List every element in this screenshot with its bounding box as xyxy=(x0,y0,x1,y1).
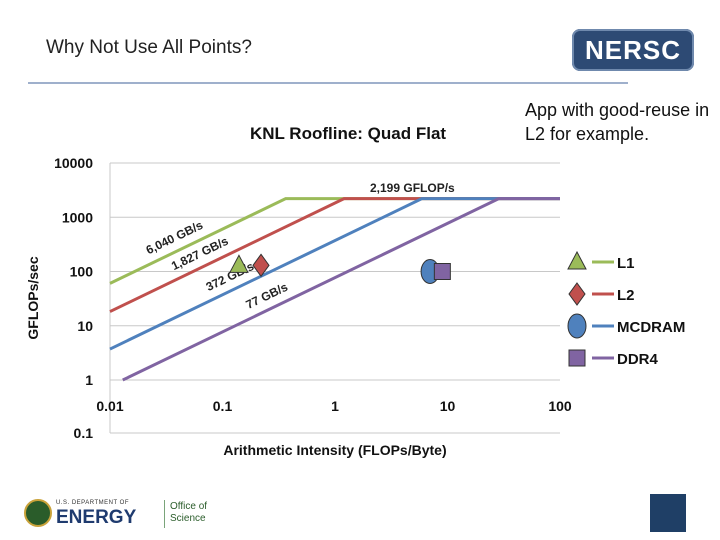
roofline-ddr4 xyxy=(122,197,560,382)
y-tick-label: 0.1 xyxy=(74,425,94,441)
bandwidth-label: 77 GB/s xyxy=(244,280,291,312)
legend-label-l1: L1 xyxy=(617,255,635,272)
x-axis-label: Arithmetic Intensity (FLOPs/Byte) xyxy=(223,442,446,458)
legend-marker-mcdram xyxy=(567,313,587,339)
legend-marker-ddr4 xyxy=(568,349,586,367)
berkeley-lab-logo xyxy=(650,494,686,532)
office-of-science-label: Office of Science xyxy=(170,501,208,524)
callout-text: App with good-reuse in L2 for example. xyxy=(525,100,710,144)
x-tick-label: 0.01 xyxy=(96,398,123,414)
legend-label-mcdram: MCDRAM xyxy=(617,319,685,336)
roofline-l2 xyxy=(109,197,560,313)
data-point-ddr4 xyxy=(433,263,451,280)
roofline-mcdram xyxy=(109,197,560,351)
x-tick-label: 0.1 xyxy=(213,398,233,414)
x-tick-label: 10 xyxy=(440,398,456,414)
doe-energy-logo: U.S. DEPARTMENT OF ENERGY Office of Scie… xyxy=(24,497,207,531)
energy-dept-label: U.S. DEPARTMENT OF xyxy=(56,500,130,506)
peak-label: 2,199 GFLOP/s xyxy=(370,181,455,195)
y-tick-label: 10 xyxy=(77,318,93,334)
legend-marker-l1 xyxy=(567,250,587,270)
nersc-logo: NERSC xyxy=(572,29,694,71)
legend-label-ddr4: DDR4 xyxy=(617,351,658,368)
title-divider xyxy=(28,82,628,84)
x-tick-label: 1 xyxy=(331,398,339,414)
y-axis-label: GFLOPs/sec xyxy=(25,256,41,339)
slide-title: Why Not Use All Points? xyxy=(46,37,252,58)
legend-label-l2: L2 xyxy=(617,287,635,304)
x-tick-label: 100 xyxy=(548,398,572,414)
legend-marker-l2 xyxy=(568,282,586,306)
y-tick-label: 1 xyxy=(85,372,93,388)
logo-separator xyxy=(164,500,165,528)
y-tick-label: 1000 xyxy=(62,209,93,225)
y-tick-label: 10000 xyxy=(54,155,93,171)
doe-seal-icon xyxy=(24,499,52,527)
chart-title: KNL Roofline: Quad Flat xyxy=(250,124,446,143)
data-point-l2 xyxy=(252,253,270,278)
energy-wordmark: ENERGY xyxy=(56,507,137,528)
data-point-l1 xyxy=(229,254,249,273)
y-tick-label: 100 xyxy=(70,264,94,280)
